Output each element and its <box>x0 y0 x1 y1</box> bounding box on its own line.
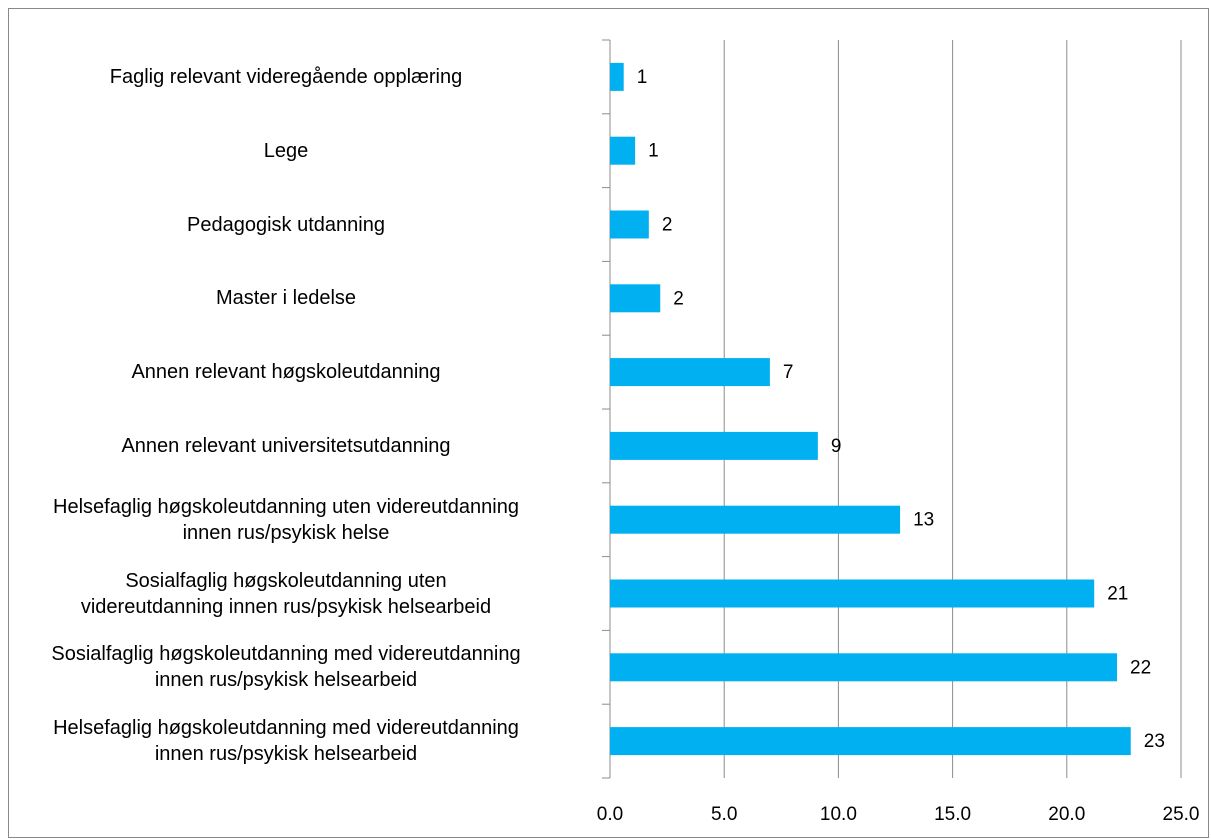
bar <box>610 727 1131 756</box>
y-tick-label: Lege <box>263 139 309 162</box>
y-tick-label: Sosialfaglig høgskoleutdanning uten vide… <box>80 569 492 618</box>
value-label: 21 <box>1107 584 1128 605</box>
bar <box>610 579 1095 608</box>
x-tick-label: 25.0 <box>1163 804 1200 825</box>
y-tick-label: Annen relevant høgskoleutdanning <box>131 361 441 384</box>
bar <box>610 653 1118 682</box>
bar <box>610 62 624 91</box>
x-tick-label: 5.0 <box>711 804 737 825</box>
value-label: 7 <box>783 362 794 383</box>
y-tick-label: Helsefaglig høgskoleutdanning med videre… <box>53 717 519 766</box>
bar <box>610 210 649 239</box>
bar <box>610 358 770 387</box>
chart-border <box>8 8 1209 838</box>
value-label: 22 <box>1130 657 1151 678</box>
x-tick-label: 10.0 <box>820 804 857 825</box>
value-label: 1 <box>648 141 659 162</box>
y-tick-label: Annen relevant universitetsutdanning <box>121 434 451 457</box>
bar <box>610 431 818 460</box>
bar <box>610 136 636 165</box>
y-tick-label: Sosialfaglig høgskoleutdanning med vider… <box>51 643 521 692</box>
y-tick-label: Pedagogisk utdanning <box>187 213 385 236</box>
y-tick-label: Helsefaglig høgskoleutdanning uten vider… <box>53 495 519 544</box>
value-label: 2 <box>673 288 684 309</box>
x-tick-label: 20.0 <box>1048 804 1085 825</box>
value-label: 23 <box>1144 731 1165 752</box>
x-tick-label: 0.0 <box>597 804 623 825</box>
y-tick-label: Faglig relevant videregående opplæring <box>109 65 463 88</box>
bar <box>610 505 901 534</box>
value-label: 1 <box>637 67 648 88</box>
value-label: 2 <box>662 215 673 236</box>
value-label: 9 <box>831 436 842 457</box>
y-tick-label: Master i ledelse <box>215 287 357 310</box>
value-label: 13 <box>913 510 934 531</box>
bar <box>610 284 661 313</box>
x-tick-label: 15.0 <box>934 804 971 825</box>
